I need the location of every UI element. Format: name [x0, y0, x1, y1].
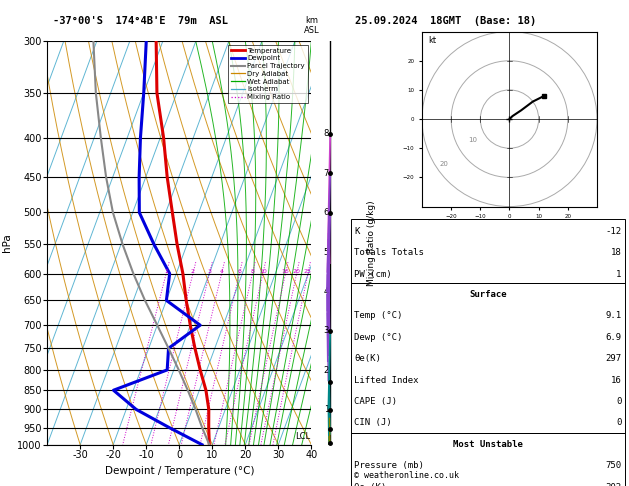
Text: 16: 16: [282, 269, 289, 274]
Text: Temp (°C): Temp (°C): [354, 312, 403, 320]
Text: -37°00'S  174°4B'E  79m  ASL: -37°00'S 174°4B'E 79m ASL: [53, 16, 228, 26]
Text: 8: 8: [250, 269, 254, 274]
Text: 6: 6: [323, 208, 329, 217]
Text: 6: 6: [238, 269, 242, 274]
Text: 8: 8: [323, 129, 329, 139]
Text: 4: 4: [220, 269, 224, 274]
Text: PW (cm): PW (cm): [354, 270, 392, 279]
Text: Dewp (°C): Dewp (°C): [354, 333, 403, 342]
Text: 20: 20: [292, 269, 301, 274]
Text: CAPE (J): CAPE (J): [354, 397, 397, 406]
Text: θe(K): θe(K): [354, 354, 381, 363]
Text: Lifted Index: Lifted Index: [354, 376, 419, 384]
Text: Pressure (mb): Pressure (mb): [354, 461, 424, 470]
Text: θe (K): θe (K): [354, 483, 386, 486]
Text: Totals Totals: Totals Totals: [354, 248, 424, 258]
Text: 1: 1: [616, 270, 621, 279]
Text: 2: 2: [191, 269, 195, 274]
Text: 1: 1: [323, 405, 329, 414]
Text: © weatheronline.co.uk: © weatheronline.co.uk: [354, 471, 459, 480]
Text: 1: 1: [164, 269, 168, 274]
Text: 297: 297: [605, 354, 621, 363]
Text: 5: 5: [323, 247, 329, 257]
Text: 4: 4: [323, 287, 329, 296]
Text: 0: 0: [616, 418, 621, 427]
Text: 9.1: 9.1: [605, 312, 621, 320]
Text: Most Unstable: Most Unstable: [453, 440, 523, 449]
Text: 3: 3: [208, 269, 211, 274]
Text: 6.9: 6.9: [605, 333, 621, 342]
Text: 2: 2: [323, 366, 329, 375]
Legend: Temperature, Dewpoint, Parcel Trajectory, Dry Adiabat, Wet Adiabat, Isotherm, Mi: Temperature, Dewpoint, Parcel Trajectory…: [228, 45, 308, 103]
Text: 7: 7: [323, 169, 329, 178]
Text: 25.09.2024  18GMT  (Base: 18): 25.09.2024 18GMT (Base: 18): [355, 16, 537, 26]
Text: 302: 302: [605, 483, 621, 486]
Text: LCL: LCL: [295, 432, 310, 441]
Text: -12: -12: [605, 227, 621, 236]
Text: kt: kt: [428, 36, 436, 45]
Text: K: K: [354, 227, 360, 236]
Text: 25: 25: [304, 269, 312, 274]
Text: 16: 16: [611, 376, 621, 384]
Text: 10: 10: [259, 269, 267, 274]
Text: Surface: Surface: [469, 290, 506, 299]
Text: Mixing Ratio (g/kg): Mixing Ratio (g/kg): [367, 200, 376, 286]
Text: 3: 3: [323, 327, 329, 335]
X-axis label: Dewpoint / Temperature (°C): Dewpoint / Temperature (°C): [104, 466, 254, 476]
Text: 0: 0: [616, 397, 621, 406]
Text: 18: 18: [611, 248, 621, 258]
Text: km
ASL: km ASL: [304, 16, 319, 35]
Text: 20: 20: [440, 161, 448, 167]
Text: CIN (J): CIN (J): [354, 418, 392, 427]
Y-axis label: hPa: hPa: [1, 234, 11, 252]
Text: 10: 10: [469, 138, 477, 143]
Text: 750: 750: [605, 461, 621, 470]
